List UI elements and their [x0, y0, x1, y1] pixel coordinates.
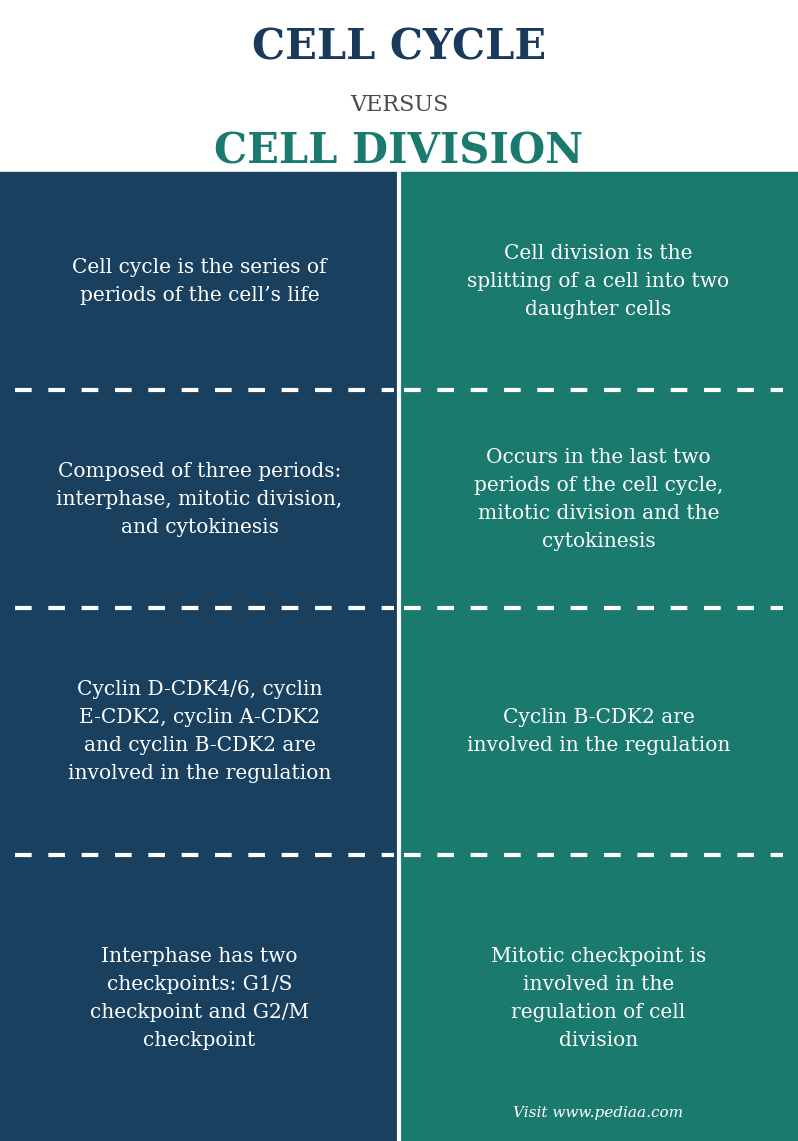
Text: Occurs in the last two
periods of the cell cycle,
mitotic division and the
cytok: Occurs in the last two periods of the ce…: [474, 447, 723, 551]
Text: CELL CYCLE: CELL CYCLE: [252, 27, 546, 68]
Text: VERSUS: VERSUS: [350, 94, 448, 116]
Text: Mitotic checkpoint is
involved in the
regulation of cell
division: Mitotic checkpoint is involved in the re…: [491, 947, 706, 1050]
Text: Cyclin D-CDK4/6, cyclin
E-CDK2, cyclin A-CDK2
and cyclin B-CDK2 are
involved in : Cyclin D-CDK4/6, cyclin E-CDK2, cyclin A…: [68, 680, 331, 783]
Text: Interphase has two
checkpoints: G1/S
checkpoint and G2/M
checkpoint: Interphase has two checkpoints: G1/S che…: [90, 947, 309, 1050]
Bar: [399, 172, 798, 1141]
Text: Cell cycle is the series of
periods of the cell’s life: Cell cycle is the series of periods of t…: [73, 258, 326, 305]
Text: Cyclin B-CDK2 are
involved in the regulation: Cyclin B-CDK2 are involved in the regula…: [467, 709, 730, 755]
Text: Cell division is the
splitting of a cell into two
daughter cells: Cell division is the splitting of a cell…: [468, 243, 729, 318]
Text: CELL DIVISION: CELL DIVISION: [215, 131, 583, 173]
Text: Composed of three periods:
interphase, mitotic division,
and cytokinesis: Composed of three periods: interphase, m…: [57, 462, 342, 536]
Text: Visit www.pediaa.com: Visit www.pediaa.com: [513, 1106, 684, 1120]
Bar: [0, 172, 399, 1141]
